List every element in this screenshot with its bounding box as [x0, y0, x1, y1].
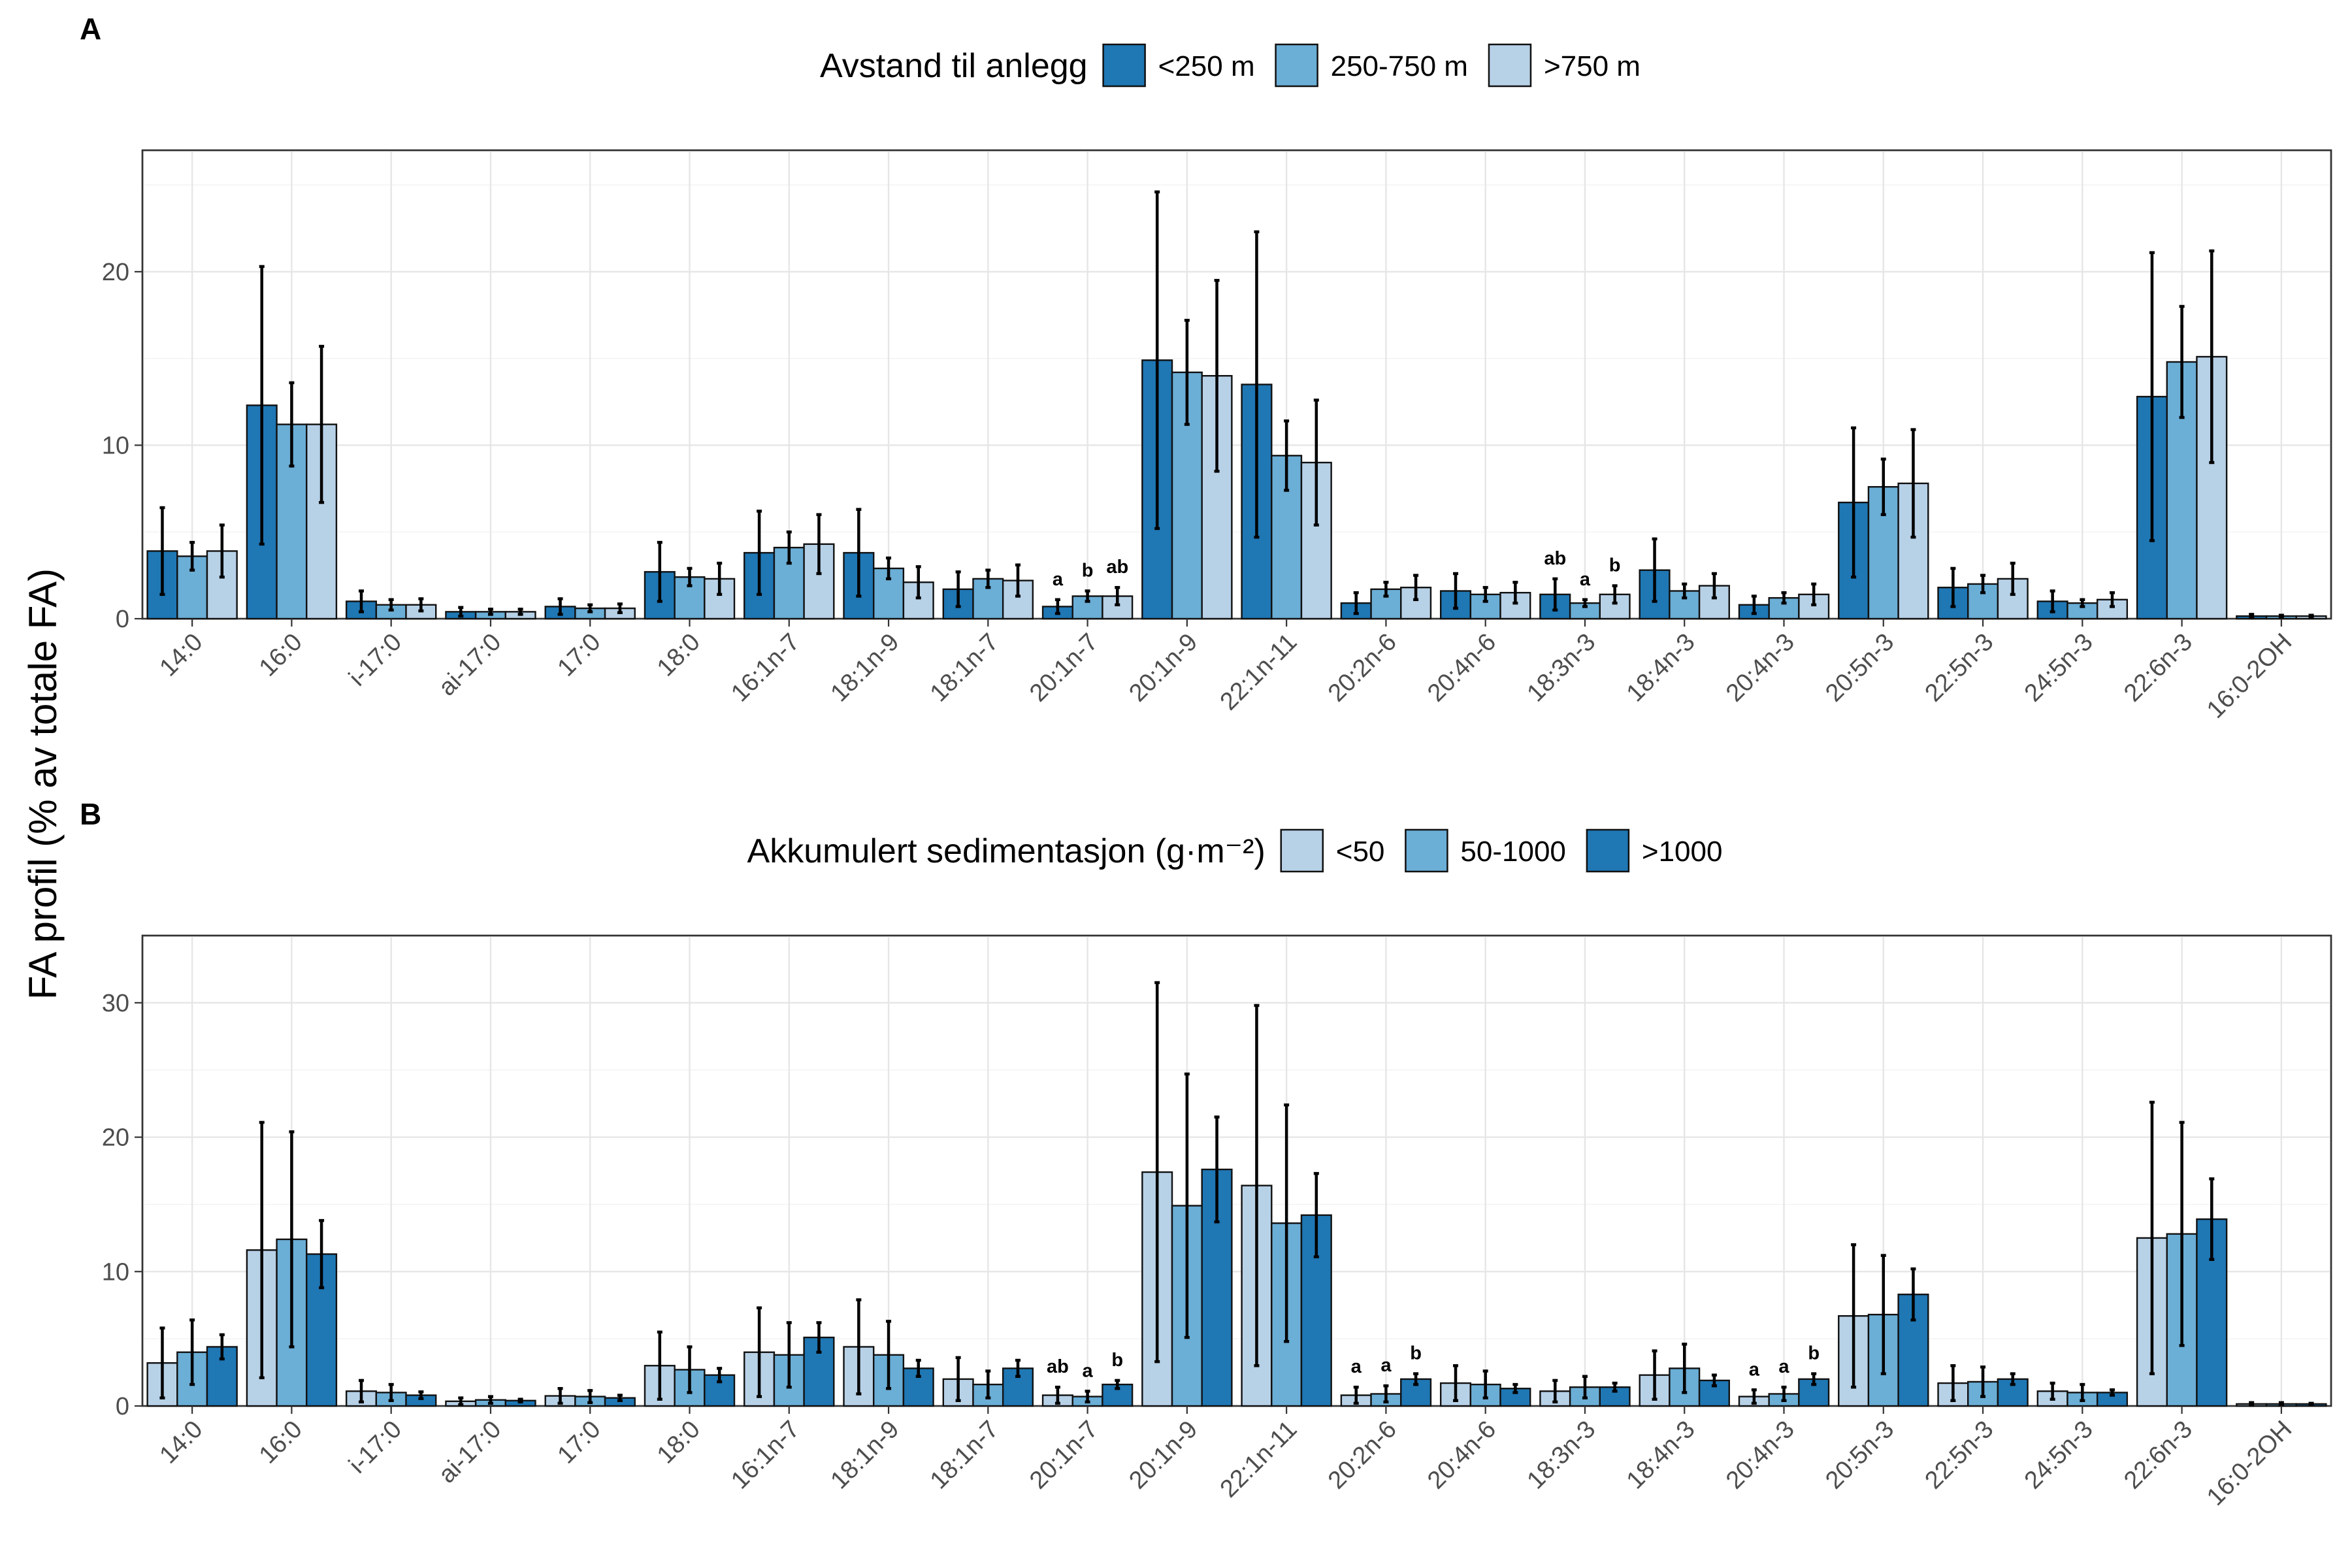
x-tick-label-17-0: 17:0	[553, 629, 606, 682]
significance-letter: a	[1083, 1360, 1094, 1381]
significance-letter: a	[1380, 1355, 1392, 1376]
x-tick-label-20-4n-6: 20:4n-6	[1422, 1416, 1501, 1495]
legend-key-50	[1280, 828, 1324, 873]
significance-letter: ab	[1544, 548, 1566, 569]
significance-letter: ab	[1047, 1356, 1069, 1377]
x-tick-label-20-1n-7: 20:1n-7	[1024, 1416, 1103, 1495]
legend-label-50-1000: 50-1000	[1460, 836, 1565, 868]
x-tick-label-16-0: 16:0	[254, 629, 308, 682]
bar-20-4n-6-1000	[1499, 1388, 1531, 1407]
bar-20-2n-6-1000	[1400, 1378, 1432, 1407]
significance-letter: ab	[1106, 557, 1128, 578]
x-tick-label-16-1n-7: 16:1n-7	[726, 629, 805, 708]
x-tick-label-18-1n-7: 18:1n-7	[925, 629, 1004, 708]
x-tick-label-i-17-0: i-17:0	[344, 629, 407, 692]
x-tick-label-22-5n-3: 22:5n-3	[1920, 629, 1999, 708]
x-tick-label-16-0-2oh: 16:0-2OH	[2202, 629, 2297, 724]
x-tick-label-18-0: 18:0	[652, 1416, 706, 1469]
significance-letter: b	[1111, 1350, 1123, 1371]
x-tick-label-20-4n-3: 20:4n-3	[1721, 1416, 1800, 1495]
y-tick-label: 0	[116, 606, 129, 633]
x-tick-label-22-5n-3: 22:5n-3	[1920, 1416, 1999, 1495]
y-tick-label: 10	[102, 432, 129, 459]
plot-border	[141, 149, 2332, 620]
significance-letter: b	[1410, 1343, 1422, 1364]
legend-key-50-1000	[1405, 828, 1448, 873]
significance-letter: b	[1609, 555, 1621, 576]
bar-20-4n-3-1000	[1798, 1378, 1830, 1407]
significance-letter: b	[1808, 1343, 1820, 1364]
x-tick-label-20-5n-3: 20:5n-3	[1820, 1416, 1899, 1495]
y-tick-label: 30	[102, 990, 129, 1017]
legend-key-750-m	[1488, 43, 1532, 88]
legend-key-1000	[1586, 828, 1630, 873]
x-tick-label-22-6n-3: 22:6n-3	[2119, 1416, 2198, 1495]
legend-title: Avstand til anlegg	[820, 47, 1088, 85]
legend-key-250-750-m	[1275, 43, 1318, 88]
significance-letter: b	[1082, 561, 1094, 581]
x-tick-label-18-3n-3: 18:3n-3	[1522, 629, 1601, 708]
panel-label: A	[80, 12, 101, 46]
x-tick-label-18-1n-9: 18:1n-9	[826, 629, 905, 708]
legend: Avstand til anlegg <250 m 250-750 m >750 m	[820, 43, 1641, 88]
legend-label-50: <50	[1336, 836, 1385, 868]
x-tick-label-ai-17-0: ai-17:0	[433, 1416, 506, 1489]
x-tick-label-22-1n-11: 22:1n-11	[1215, 1416, 1303, 1503]
y-tick-label: 20	[102, 1124, 129, 1152]
x-tick-label-16-1n-7: 16:1n-7	[726, 1416, 805, 1495]
y-tick-label: 20	[102, 259, 129, 286]
y-tick-label: 0	[116, 1393, 129, 1420]
panel-b: 0 10 20 30 14:0 16:0 i-17:0 ai-17:0 17:0 18:0 16:1…	[80, 797, 2332, 1511]
x-tick-label-18-1n-7: 18:1n-7	[925, 1416, 1004, 1495]
panel-label: B	[80, 797, 101, 831]
plot-area	[141, 934, 2332, 1407]
legend-label-250-750-m: 250-750 m	[1331, 50, 1468, 82]
x-tick-label-ai-17-0: ai-17:0	[433, 629, 506, 702]
x-tick-label-22-6n-3: 22:6n-3	[2119, 629, 2198, 708]
x-tick-label-16-0: 16:0	[254, 1416, 308, 1469]
legend-title: Akkumulert sedimentasjon (g·m⁻²)	[747, 832, 1266, 870]
legend: Akkumulert sedimentasjon (g·m⁻²) <50 50-10…	[747, 828, 1723, 873]
panel-a: 0 10 20 14:0 16:0 i-17:0 ai-17:0 17:0 18:0 16:1n-…	[80, 12, 2332, 724]
plot-area	[141, 149, 2332, 620]
significance-letter: a	[1351, 1356, 1362, 1377]
significance-letter: a	[1778, 1356, 1789, 1377]
x-tick-label-i-17-0: i-17:0	[344, 1416, 407, 1479]
plot-border	[141, 934, 2332, 1407]
x-tick-label-18-3n-3: 18:3n-3	[1522, 1416, 1601, 1495]
y-axis-label: FA profil (% av totale FA)	[21, 568, 65, 1000]
x-tick-label-14-0: 14:0	[154, 629, 208, 682]
significance-letter: a	[1053, 569, 1064, 590]
x-tick-label-22-1n-11: 22:1n-11	[1215, 629, 1303, 716]
significance-letter: a	[1749, 1359, 1760, 1380]
x-tick-label-17-0: 17:0	[553, 1416, 606, 1469]
x-tick-label-20-1n-7: 20:1n-7	[1024, 629, 1103, 708]
legend-key-250-m	[1102, 43, 1146, 88]
x-tick-label-24-5n-3: 24:5n-3	[2019, 629, 2099, 708]
x-tick-label-20-4n-6: 20:4n-6	[1422, 629, 1501, 708]
x-tick-label-20-5n-3: 20:5n-3	[1820, 629, 1899, 708]
x-tick-label-20-1n-9: 20:1n-9	[1124, 629, 1203, 708]
x-tick-label-18-4n-3: 18:4n-3	[1622, 1416, 1701, 1495]
legend-label-750-m: >750 m	[1544, 50, 1641, 82]
x-tick-label-20-1n-9: 20:1n-9	[1124, 1416, 1203, 1495]
x-tick-label-18-4n-3: 18:4n-3	[1622, 629, 1701, 708]
x-tick-label-14-0: 14:0	[154, 1416, 208, 1469]
legend-label-1000: >1000	[1642, 836, 1723, 868]
x-tick-label-18-1n-9: 18:1n-9	[826, 1416, 905, 1495]
x-tick-label-18-0: 18:0	[652, 629, 706, 682]
x-tick-label-20-2n-6: 20:2n-6	[1323, 1416, 1402, 1495]
x-tick-label-16-0-2oh: 16:0-2OH	[2202, 1416, 2297, 1511]
x-tick-label-20-4n-3: 20:4n-3	[1721, 629, 1800, 708]
x-tick-label-20-2n-6: 20:2n-6	[1323, 629, 1402, 708]
x-tick-label-24-5n-3: 24:5n-3	[2019, 1416, 2099, 1495]
y-tick-label: 10	[102, 1258, 129, 1286]
legend-label-250-m: <250 m	[1158, 50, 1255, 82]
significance-letter: a	[1580, 569, 1591, 590]
